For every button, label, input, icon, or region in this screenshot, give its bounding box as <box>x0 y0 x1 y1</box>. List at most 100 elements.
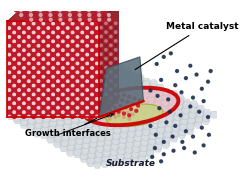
Circle shape <box>18 45 20 47</box>
Circle shape <box>37 98 40 100</box>
Circle shape <box>76 27 79 29</box>
Circle shape <box>105 49 107 51</box>
Circle shape <box>114 106 116 109</box>
Circle shape <box>95 57 99 61</box>
Circle shape <box>71 84 74 87</box>
Circle shape <box>96 89 98 91</box>
Circle shape <box>24 4 27 7</box>
Circle shape <box>61 40 64 43</box>
Circle shape <box>100 75 102 77</box>
Circle shape <box>86 84 89 88</box>
Circle shape <box>105 88 107 91</box>
Circle shape <box>17 22 21 26</box>
Circle shape <box>47 110 50 114</box>
Circle shape <box>110 80 112 82</box>
Circle shape <box>27 93 31 96</box>
Circle shape <box>8 75 11 79</box>
Circle shape <box>51 115 55 118</box>
Circle shape <box>61 88 65 92</box>
Circle shape <box>103 109 106 112</box>
Circle shape <box>78 4 80 7</box>
Circle shape <box>18 53 20 56</box>
Circle shape <box>108 18 110 21</box>
Circle shape <box>52 76 54 78</box>
Circle shape <box>100 31 102 33</box>
Circle shape <box>61 31 64 34</box>
Circle shape <box>165 121 168 124</box>
Circle shape <box>115 66 117 69</box>
Circle shape <box>76 31 79 34</box>
Circle shape <box>76 48 79 52</box>
Circle shape <box>14 9 17 12</box>
Circle shape <box>86 75 89 79</box>
Circle shape <box>115 93 117 95</box>
Circle shape <box>95 40 99 43</box>
Circle shape <box>22 97 26 101</box>
Circle shape <box>37 66 40 70</box>
Circle shape <box>96 36 98 38</box>
Circle shape <box>23 111 25 113</box>
Circle shape <box>37 89 40 91</box>
Circle shape <box>34 14 37 16</box>
Circle shape <box>128 118 131 120</box>
Circle shape <box>110 53 112 55</box>
Circle shape <box>42 44 45 48</box>
Circle shape <box>12 71 16 74</box>
Circle shape <box>90 53 94 57</box>
Circle shape <box>27 98 30 100</box>
Circle shape <box>57 71 59 74</box>
Circle shape <box>47 80 49 82</box>
Circle shape <box>115 62 117 64</box>
Circle shape <box>47 93 50 96</box>
Circle shape <box>54 14 57 16</box>
Circle shape <box>13 111 15 113</box>
FancyBboxPatch shape <box>7 22 99 117</box>
Circle shape <box>61 58 64 60</box>
Circle shape <box>47 101 50 105</box>
Circle shape <box>71 44 74 48</box>
Circle shape <box>68 4 71 7</box>
Circle shape <box>52 58 54 60</box>
Circle shape <box>17 40 21 43</box>
Circle shape <box>59 14 61 16</box>
Circle shape <box>81 31 84 34</box>
Circle shape <box>198 110 201 113</box>
Circle shape <box>76 75 79 79</box>
Circle shape <box>32 97 36 101</box>
Circle shape <box>115 71 117 73</box>
Circle shape <box>81 58 84 60</box>
Circle shape <box>95 101 99 105</box>
Circle shape <box>22 44 26 48</box>
Circle shape <box>57 115 59 118</box>
Circle shape <box>171 135 174 138</box>
Circle shape <box>91 49 93 52</box>
Circle shape <box>91 40 93 43</box>
Circle shape <box>83 14 86 16</box>
Circle shape <box>61 53 65 57</box>
Circle shape <box>100 84 102 86</box>
Circle shape <box>22 26 26 30</box>
Circle shape <box>42 26 45 30</box>
Circle shape <box>107 101 110 103</box>
Circle shape <box>35 18 37 21</box>
Circle shape <box>90 62 94 65</box>
Circle shape <box>71 62 74 65</box>
Circle shape <box>8 31 11 34</box>
Circle shape <box>110 110 113 112</box>
Circle shape <box>78 9 81 12</box>
Circle shape <box>23 22 25 25</box>
Circle shape <box>66 89 69 91</box>
Circle shape <box>86 80 88 82</box>
Circle shape <box>151 156 154 158</box>
Circle shape <box>92 4 95 7</box>
Circle shape <box>113 18 115 21</box>
Circle shape <box>112 112 115 115</box>
Circle shape <box>158 107 161 110</box>
Circle shape <box>76 22 79 26</box>
Circle shape <box>115 97 117 100</box>
Circle shape <box>37 45 40 47</box>
Circle shape <box>27 89 30 91</box>
Circle shape <box>81 106 84 110</box>
Circle shape <box>119 104 122 107</box>
Text: Substrate: Substrate <box>106 159 156 168</box>
